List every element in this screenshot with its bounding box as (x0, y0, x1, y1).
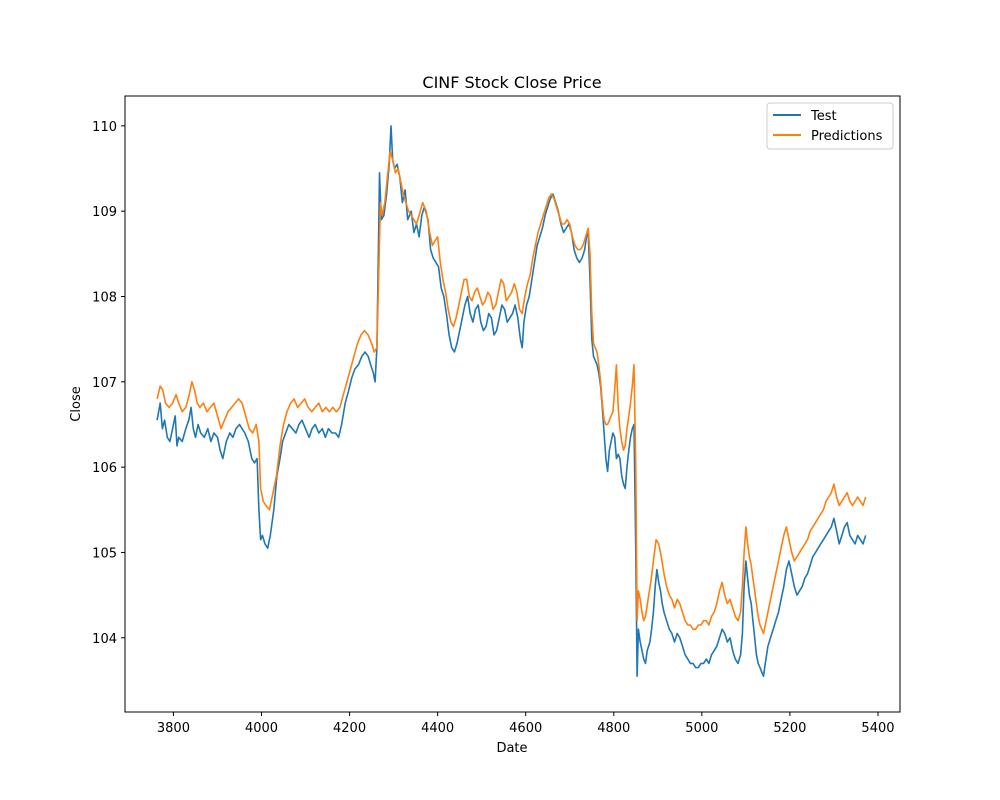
series-line-predictions (156, 150, 867, 635)
x-tick-label: 4200 (333, 721, 366, 736)
legend-label-test: Test (810, 109, 837, 124)
x-tick-label: 4000 (245, 721, 278, 736)
y-tick-label: 106 (92, 461, 117, 476)
y-axis-label: Close (69, 386, 84, 421)
y-tick-label: 110 (92, 120, 117, 135)
series-layer (156, 125, 867, 677)
x-tick-label: 4600 (509, 721, 542, 736)
y-axis: 104 105 106 107 108 109 110 (92, 120, 125, 647)
chart-title: CINF Stock Close Price (422, 73, 601, 92)
y-tick-label: 105 (92, 546, 117, 561)
y-tick-label: 109 (92, 205, 117, 220)
series-line-test (156, 125, 867, 677)
x-axis: 3800 4000 4200 4400 4600 4800 5000 5200 5400 (157, 712, 895, 736)
x-tick-label: 5400 (861, 721, 894, 736)
x-tick-label: 5000 (685, 721, 718, 736)
legend-label-predictions: Predictions (811, 129, 883, 144)
y-tick-label: 104 (92, 632, 117, 647)
x-tick-label: 3800 (157, 721, 190, 736)
y-tick-label: 107 (92, 376, 117, 391)
legend: Test Predictions (766, 102, 894, 150)
plot-area (124, 95, 901, 713)
x-axis-label: Date (496, 741, 527, 756)
y-tick-label: 108 (92, 290, 117, 305)
x-tick-label: 5200 (773, 721, 806, 736)
x-tick-label: 4400 (421, 721, 454, 736)
axes-frame (124, 95, 901, 713)
x-tick-label: 4800 (597, 721, 630, 736)
